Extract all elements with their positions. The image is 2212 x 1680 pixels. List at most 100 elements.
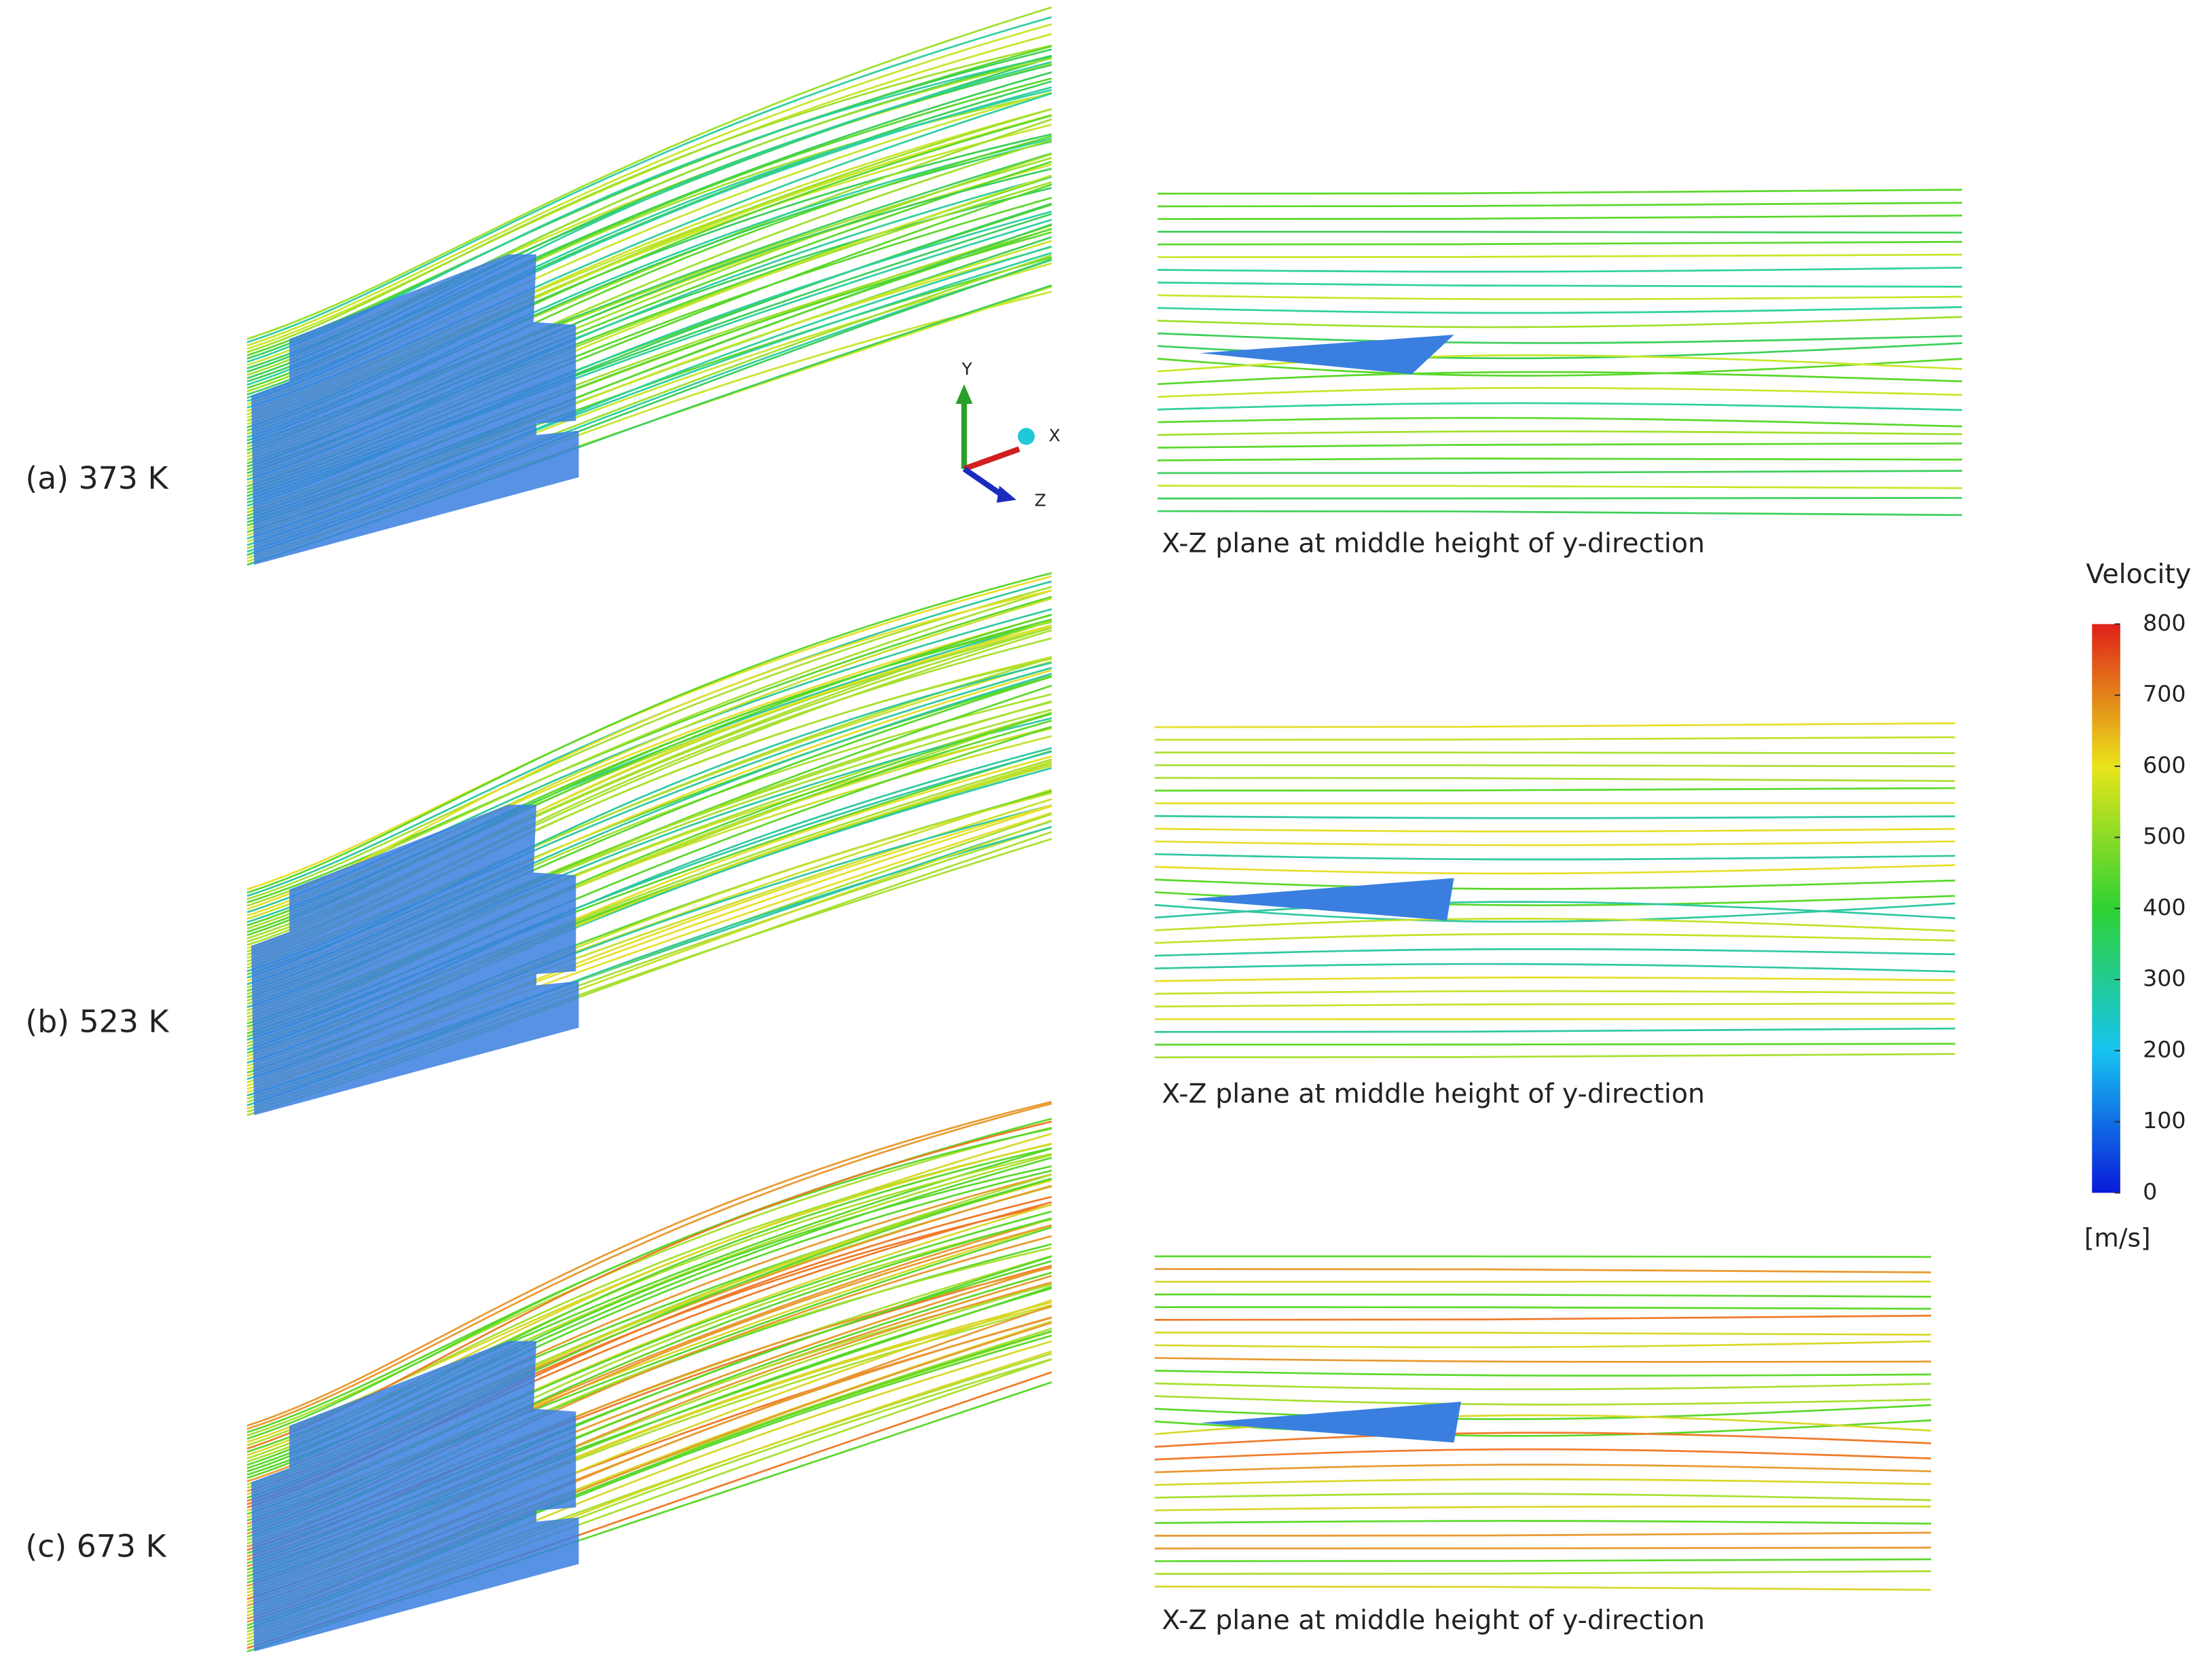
streamline	[1157, 497, 1962, 500]
streamline	[1157, 266, 1963, 273]
wedge	[1200, 1401, 1461, 1443]
body-block	[251, 1341, 579, 1652]
streamline	[1157, 358, 1963, 377]
streamline	[1154, 1493, 1932, 1501]
plane-caption: X-Z plane at middle height of y-directio…	[1162, 527, 1705, 559]
streamline	[1154, 1255, 1932, 1258]
streamline	[1154, 933, 1955, 944]
streamline	[1154, 1027, 1955, 1033]
colorbar-tick-label: 0	[2143, 1178, 2157, 1205]
streamline	[1154, 1306, 1932, 1310]
streamline	[1154, 1395, 1932, 1406]
streamline	[1154, 1369, 1932, 1377]
panel-label: (a) 373 K	[25, 460, 168, 496]
streamline	[1154, 1558, 1932, 1563]
streamline	[1154, 1505, 1932, 1512]
streamline	[1154, 1586, 1932, 1591]
streamline	[1154, 802, 1955, 804]
streamline	[1154, 777, 1955, 782]
streamline	[246, 1102, 1052, 1430]
streamline	[1157, 371, 1963, 386]
streamline	[1154, 840, 1955, 846]
colorbar-title: Velocity	[2086, 559, 2191, 590]
colorbar-tick-label: 400	[2143, 894, 2186, 920]
streamline	[1157, 402, 1963, 411]
streamline	[1154, 1448, 1932, 1461]
colorbar-tick-label: 200	[2143, 1036, 2186, 1062]
streamline	[246, 580, 1052, 897]
colorbar-tick-label: 700	[2143, 681, 2186, 707]
streamline	[1154, 1268, 1932, 1273]
streamline	[1154, 864, 1955, 875]
streamline	[1154, 1053, 1955, 1059]
streamline	[1157, 306, 1963, 314]
streamline	[1154, 1293, 1932, 1298]
streamline	[1157, 485, 1963, 489]
streamline	[1157, 470, 1963, 474]
streamline	[1154, 878, 1955, 890]
streamline	[1154, 918, 1955, 932]
streamline	[1157, 316, 1963, 329]
streamline	[1154, 1570, 1932, 1575]
streamline	[1157, 189, 1963, 195]
streamline	[1154, 948, 1955, 957]
panel-label: (b) 523 K	[25, 1003, 169, 1039]
streamline	[1154, 722, 1955, 728]
streamline	[246, 572, 1052, 894]
streamline	[1154, 901, 1955, 920]
colorbar-tick-label: 300	[2143, 965, 2186, 992]
streamline	[1157, 214, 1963, 221]
streamline	[1154, 787, 1955, 792]
streamline	[246, 586, 1052, 901]
streamline	[1157, 240, 1963, 246]
streamline	[246, 1126, 1052, 1437]
streamline	[1157, 231, 1962, 234]
colorbar-unit: [m/s]	[2084, 1222, 2151, 1252]
streamline	[1154, 1357, 1932, 1363]
streamline	[246, 23, 1052, 347]
streamline	[1157, 442, 1962, 449]
streamline	[1157, 354, 1963, 373]
streamline	[1157, 457, 1962, 462]
axis-label: Z	[1035, 491, 1046, 510]
streamline	[246, 6, 1052, 340]
streamline	[246, 1100, 1052, 1427]
streamline	[1154, 1463, 1932, 1474]
plane-caption: X-Z plane at middle height of y-directio…	[1162, 1605, 1705, 1636]
streamline	[1154, 764, 1955, 768]
streamline	[246, 44, 1052, 353]
streamline	[1157, 387, 1963, 398]
streamline	[1154, 827, 1955, 833]
streamline	[1154, 853, 1955, 861]
wedge	[1200, 335, 1454, 375]
streamline	[1157, 430, 1963, 436]
streamline	[1157, 332, 1963, 344]
colorbar: Velocity [m/s] 0 100 200 300 400 500 600 700 800	[2084, 559, 2192, 1252]
streamline	[1154, 1331, 1932, 1336]
streamline	[246, 1127, 1052, 1440]
streamline	[1154, 1003, 1955, 1008]
colorbar-tick-label: 100	[2143, 1107, 2186, 1134]
streamline	[1154, 1340, 1932, 1349]
panel-label: (c) 673 K	[25, 1529, 166, 1565]
streamline	[1157, 281, 1962, 288]
colorbar-tick-label: 600	[2143, 751, 2186, 778]
streamline	[1154, 1314, 1932, 1321]
streamlines-2d	[1154, 722, 1955, 1059]
axis-label: X	[1049, 426, 1061, 445]
streamline	[1154, 815, 1955, 819]
streamline	[1154, 1531, 1932, 1537]
streamline	[1154, 1382, 1932, 1391]
body-block	[251, 804, 579, 1115]
streamline	[1157, 417, 1963, 428]
colorbar-tick-label: 500	[2143, 823, 2186, 849]
body-block	[251, 254, 579, 565]
streamline	[1157, 253, 1963, 259]
streamline	[1154, 902, 1955, 923]
streamline	[1154, 1432, 1932, 1448]
streamline	[246, 16, 1052, 343]
streamlines-2d	[1157, 189, 1963, 517]
streamline	[1157, 510, 1963, 517]
streamline	[1154, 1043, 1955, 1046]
streamline	[1157, 202, 1963, 208]
